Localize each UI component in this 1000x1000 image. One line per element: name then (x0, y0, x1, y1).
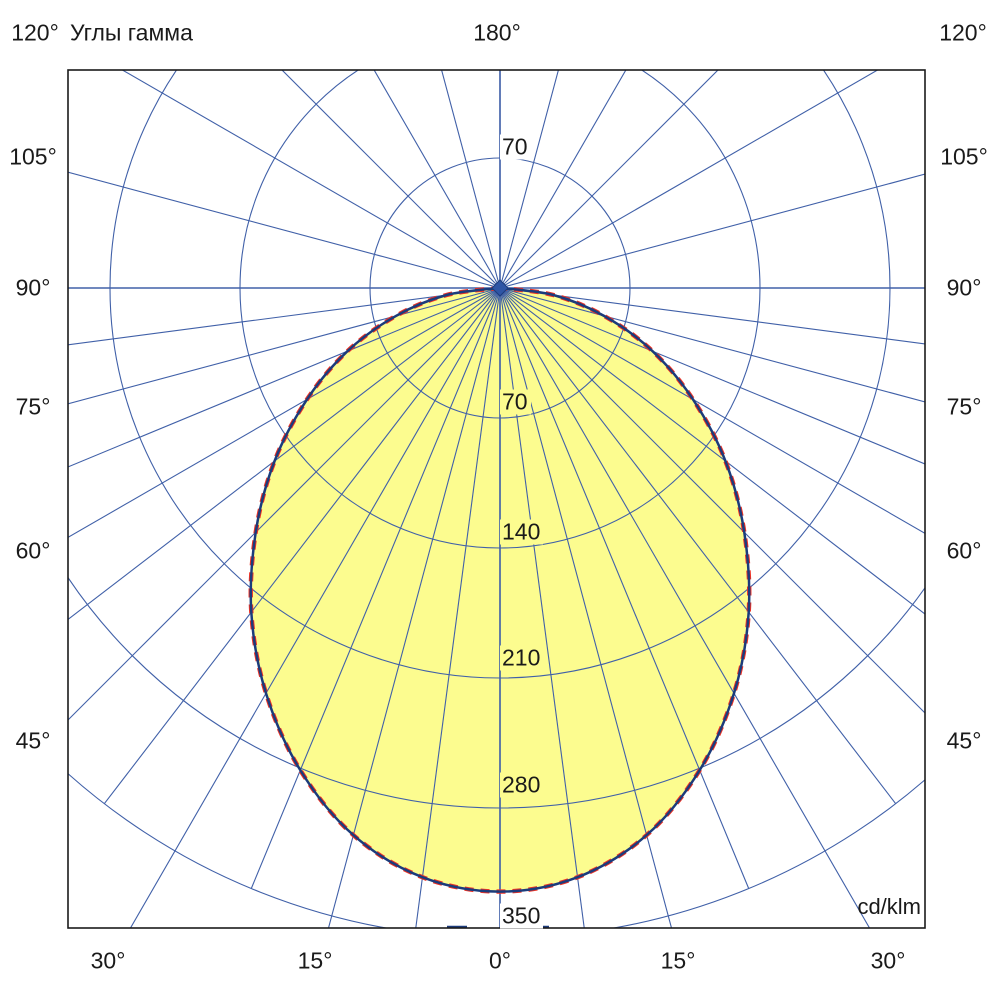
angle-label-left-75: 75° (15, 393, 51, 420)
angle-label-right-90: 90° (946, 274, 982, 301)
angle-label-left-60: 60° (15, 537, 51, 564)
gamma-ray-150 (499, 70, 627, 289)
angle-label-bottom-0: 0° (489, 947, 511, 974)
gamma-ray-minor-22.5 (250, 287, 501, 889)
gamma-ray-minor-82.5 (68, 287, 501, 346)
gamma-ray-45 (499, 287, 925, 714)
gamma-ray-165 (441, 70, 501, 289)
curve-c0-180 (249, 286, 751, 893)
angle-label-bottom-left-15: 15° (297, 947, 333, 974)
angle-label-right-45: 45° (946, 727, 982, 754)
gamma-ray-30 (129, 287, 501, 928)
gamma-ray-minor-67.5 (499, 287, 925, 465)
gamma-ray-minor-67.5 (68, 287, 501, 468)
gamma-ray-120 (499, 70, 879, 289)
radial-tick-210: 210 (500, 645, 544, 671)
angle-label-left-45: 45° (15, 727, 51, 754)
angle-label-bottom-right-15: 15° (660, 947, 696, 974)
gamma-ray-60 (68, 287, 501, 539)
gamma-ray-105 (499, 173, 925, 289)
gamma-ray-120 (121, 70, 501, 289)
angle-label-top-right-120: 120° (939, 19, 987, 46)
gamma-ray-minor-37.5 (499, 287, 897, 805)
unit-label: cd/klm (857, 894, 921, 919)
radial-tick-70: 70 (500, 389, 531, 415)
gamma-ray-15 (327, 287, 501, 928)
gamma-ray-135 (281, 70, 501, 289)
gamma-ray-minor-22.5 (499, 287, 750, 889)
gamma-ray-165 (499, 70, 559, 289)
gamma-ray-135 (499, 70, 719, 289)
gamma-ray-minor-82.5 (499, 287, 925, 345)
gamma-ray-105 (68, 171, 501, 289)
gamma-ray-minor-37.5 (103, 287, 501, 805)
gamma-ray-15 (499, 287, 673, 928)
angle-label-right-105: 105° (940, 143, 988, 170)
angle-label-right-60: 60° (946, 537, 982, 564)
gamma-ray-75 (68, 287, 501, 405)
gamma-ray-45 (68, 287, 501, 721)
plot-frame (67, 69, 926, 929)
radial-tick-140: 140 (500, 519, 544, 545)
angle-label-right-75: 75° (946, 393, 982, 420)
angle-label-left-90: 90° (15, 274, 51, 301)
gamma-ray-60 (499, 287, 925, 535)
angle-label-bottom-right-30: 30° (870, 947, 906, 974)
chart-title: Углы гамма (70, 19, 193, 46)
pole-marker (491, 279, 509, 297)
gamma-ray-minor-7.5 (415, 287, 501, 928)
angle-label-bottom-left-30: 30° (90, 947, 126, 974)
gamma-ray-150 (373, 70, 501, 289)
radial-tick-280: 280 (500, 772, 544, 798)
angle-label-top-left-120: 120° (11, 19, 59, 46)
angle-label-top-180: 180° (473, 19, 521, 46)
gamma-ray-minor-52.5 (68, 287, 501, 621)
radial-tick-70-upper: 70 (500, 134, 531, 160)
gamma-ray-75 (499, 287, 925, 403)
radial-tick-350: 350 (500, 903, 544, 929)
gamma-ray-30 (499, 287, 871, 928)
angle-label-left-105: 105° (9, 143, 57, 170)
gamma-ray-minor-52.5 (499, 287, 925, 615)
